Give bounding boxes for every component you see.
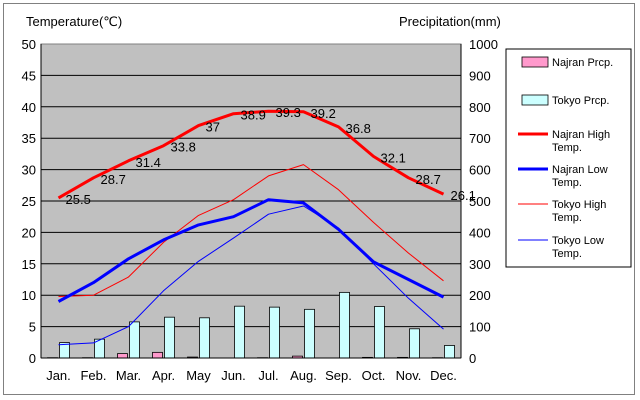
legend-label: Tokyo High Temp. <box>552 199 606 224</box>
chart-frame: 25.5 28.7 31.4 33.8 37 38.9 39.3 39.2 36.8 32.1 28… <box>3 3 635 395</box>
x-tick-label: Apr. <box>152 368 175 383</box>
data-label: 39.2 <box>311 106 336 121</box>
legend-swatch <box>521 94 549 106</box>
bar-tokyo-prcp <box>234 305 245 359</box>
left-tick-label: 50 <box>22 37 36 52</box>
bar-tokyo-prcp <box>164 316 175 359</box>
axes: 0510152025303540455001002003004005006007… <box>22 37 498 383</box>
climate-chart: 25.5 28.7 31.4 33.8 37 38.9 39.3 39.2 36.8 32.1 28… <box>22 14 632 383</box>
bar-tokyo-prcp <box>444 345 455 359</box>
data-label: 25.5 <box>66 192 91 207</box>
left-tick-label: 25 <box>22 194 36 209</box>
bar-najran-prcp <box>152 351 163 359</box>
legend-label: Najran High Temp. <box>552 129 610 154</box>
line-najran-low-temp <box>57 198 445 303</box>
bar-tokyo-prcp <box>199 317 210 359</box>
data-label: 36.8 <box>346 121 371 136</box>
right-tick-label: 100 <box>469 320 491 335</box>
bar-tokyo-prcp <box>129 321 140 359</box>
line-tokyo-high-temp <box>58 164 444 297</box>
left-tick-label: 35 <box>22 131 36 146</box>
right-tick-label: 0 <box>469 351 476 366</box>
legend: Najran Prcp. Tokyo Prcp. Najran High Temp. N… <box>505 48 632 268</box>
left-tick-label: 10 <box>22 288 36 303</box>
x-tick-label: Sep. <box>325 368 352 383</box>
bar-tokyo-prcp <box>409 328 420 359</box>
right-tick-label: 200 <box>469 288 491 303</box>
x-tick-label: Aug. <box>290 368 317 383</box>
data-label: 39.3 <box>276 105 301 120</box>
bar-tokyo-prcp <box>304 308 315 359</box>
data-label: 28.7 <box>416 172 441 187</box>
data-label: 31.4 <box>136 155 161 170</box>
data-label: 33.8 <box>171 140 196 155</box>
legend-label: Tokyo Low Temp. <box>552 235 604 260</box>
data-label: 28.7 <box>101 172 126 187</box>
left-tick-label: 45 <box>22 68 36 83</box>
x-tick-label: May <box>186 368 211 383</box>
data-labels: 25.5 28.7 31.4 33.8 37 38.9 39.3 39.2 36.8 32.1 28… <box>66 105 476 207</box>
right-tick-label: 400 <box>469 225 491 240</box>
right-tick-label: 300 <box>469 257 491 272</box>
data-label: 38.9 <box>241 108 266 123</box>
x-tick-label: Nov. <box>396 368 422 383</box>
right-tick-label: 800 <box>469 100 491 115</box>
data-label: 32.1 <box>381 150 406 165</box>
right-tick-label: 700 <box>469 131 491 146</box>
left-tick-label: 40 <box>22 100 36 115</box>
left-axis-title: Temperature(℃) <box>26 14 122 29</box>
line-tokyo-low-temp <box>58 205 444 346</box>
line-najran-high-temp <box>57 109 445 200</box>
temperature-lines <box>57 109 445 346</box>
left-tick-label: 30 <box>22 163 36 178</box>
right-tick-label: 1000 <box>469 37 498 52</box>
x-tick-label: Dec. <box>430 368 457 383</box>
legend-label: Tokyo Prcp. <box>552 95 609 107</box>
x-tick-label: Jun. <box>221 368 246 383</box>
left-tick-label: 0 <box>29 351 36 366</box>
left-tick-label: 5 <box>29 320 36 335</box>
bar-tokyo-prcp <box>269 306 280 359</box>
right-axis-title: Precipitation(mm) <box>399 14 501 29</box>
right-tick-label: 900 <box>469 68 491 83</box>
bar-tokyo-prcp <box>339 291 350 359</box>
x-tick-label: Oct. <box>362 368 386 383</box>
legend-swatch <box>521 56 549 68</box>
left-tick-label: 20 <box>22 225 36 240</box>
right-tick-label: 600 <box>469 163 491 178</box>
bar-tokyo-prcp <box>374 306 385 359</box>
x-tick-label: Jan. <box>46 368 71 383</box>
right-tick-label: 500 <box>469 194 491 209</box>
data-label: 26.1 <box>451 188 476 203</box>
x-tick-label: Mar. <box>116 368 141 383</box>
x-tick-label: Jul. <box>258 368 278 383</box>
left-tick-label: 15 <box>22 257 36 272</box>
legend-label: Najran Low Temp. <box>552 164 608 189</box>
legend-label: Najran Prcp. <box>552 57 613 69</box>
bar-najran-prcp <box>117 353 128 359</box>
gridlines <box>41 74 461 328</box>
data-label: 37 <box>206 120 220 135</box>
x-tick-label: Feb. <box>80 368 106 383</box>
